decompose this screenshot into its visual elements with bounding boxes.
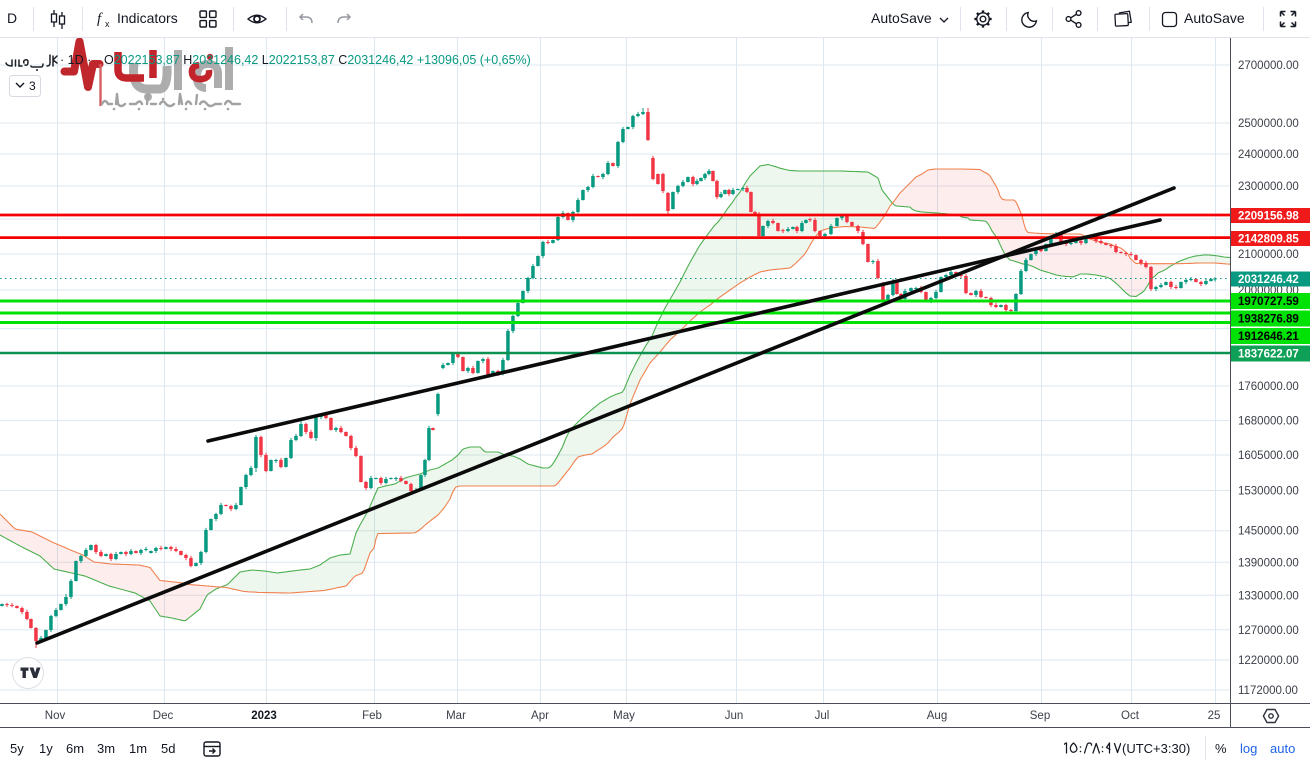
- svg-text:2023: 2023: [251, 710, 277, 722]
- svg-text:Aug: Aug: [927, 710, 947, 722]
- svg-text:1760000.00: 1760000.00: [1238, 381, 1299, 393]
- svg-text:1220000.00: 1220000.00: [1238, 655, 1299, 667]
- svg-text:1270000.00: 1270000.00: [1238, 625, 1299, 637]
- svg-text:f: f: [97, 11, 103, 27]
- svg-text:Jun: Jun: [725, 710, 744, 722]
- svg-text:1680000.00: 1680000.00: [1238, 416, 1299, 428]
- svg-text:2142809.85: 2142809.85: [1238, 234, 1299, 246]
- svg-text:2100000.00: 2100000.00: [1238, 249, 1299, 261]
- svg-text:2500000.00: 2500000.00: [1238, 118, 1299, 130]
- svg-text:Sep: Sep: [1030, 710, 1050, 722]
- svg-text:May: May: [613, 710, 635, 722]
- svg-text:2031246.42: 2031246.42: [1238, 274, 1299, 286]
- svg-text:2400000.00: 2400000.00: [1238, 149, 1299, 161]
- svg-text:Dec: Dec: [153, 710, 174, 722]
- svg-text:1837622.07: 1837622.07: [1238, 349, 1299, 361]
- svg-text:1450000.00: 1450000.00: [1238, 526, 1299, 538]
- svg-text:Feb: Feb: [362, 710, 382, 722]
- svg-text:1172000.00: 1172000.00: [1238, 685, 1298, 697]
- svg-text:2700000.00: 2700000.00: [1238, 60, 1299, 72]
- svg-text:1605000.00: 1605000.00: [1238, 450, 1299, 462]
- svg-text:x: x: [105, 19, 110, 29]
- svg-text:· 1D ·: · 1D ·: [60, 53, 91, 67]
- svg-text:Nov: Nov: [45, 710, 66, 722]
- svg-text:Apr: Apr: [531, 710, 549, 722]
- svg-text:3: 3: [29, 79, 36, 93]
- svg-text:O2022153,87 H2031246,42 L20221: O2022153,87 H2031246,42 L2022153,87 C203…: [104, 53, 531, 67]
- svg-text:1912646.21: 1912646.21: [1238, 331, 1299, 343]
- svg-text:1530000.00: 1530000.00: [1238, 486, 1299, 498]
- svg-text:1970727.59: 1970727.59: [1238, 296, 1299, 308]
- svg-text:2209156.98: 2209156.98: [1238, 211, 1299, 223]
- svg-text:Mar: Mar: [446, 710, 466, 722]
- svg-text:1938276.89: 1938276.89: [1238, 314, 1299, 326]
- svg-text:1330000.00: 1330000.00: [1238, 590, 1299, 602]
- svg-text:Jul: Jul: [815, 710, 830, 722]
- svg-text:2300000.00: 2300000.00: [1238, 181, 1299, 193]
- svg-text:25: 25: [1208, 710, 1221, 722]
- svg-text:1390000.00: 1390000.00: [1238, 557, 1299, 569]
- svg-text:Oct: Oct: [1121, 710, 1140, 722]
